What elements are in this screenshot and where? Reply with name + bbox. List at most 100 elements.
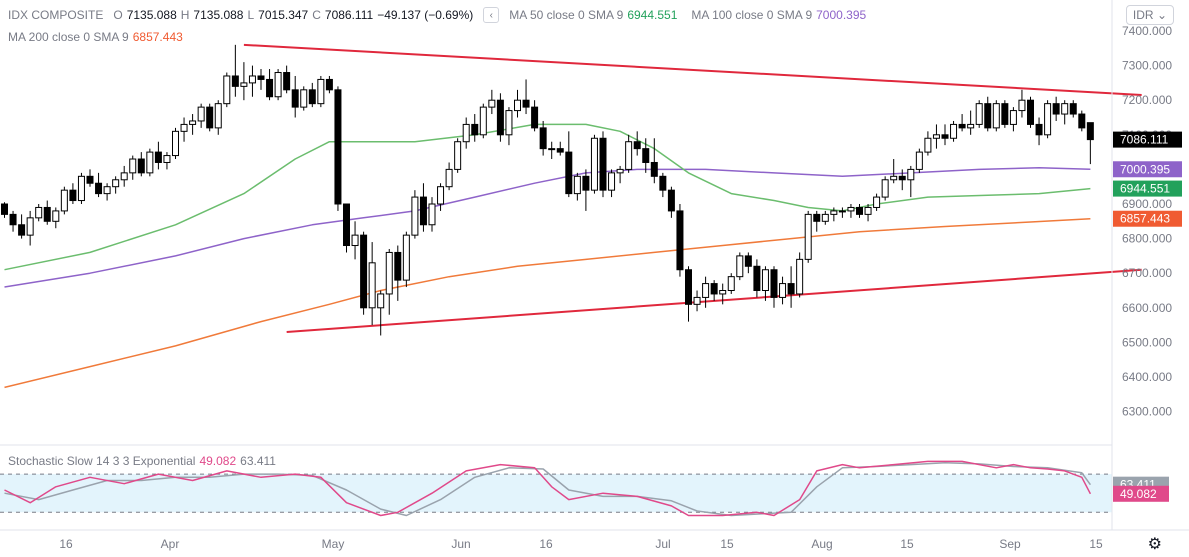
stoch-d-line: [4, 461, 1092, 517]
candle-body: [616, 168, 624, 174]
candle: [129, 155, 137, 180]
candle-body: [556, 148, 564, 153]
candle: [1018, 89, 1026, 118]
candle-body: [163, 155, 171, 163]
candle-body: [137, 158, 145, 174]
stoch-k-line: [4, 460, 1092, 517]
candle: [642, 138, 650, 173]
candle: [505, 107, 513, 146]
candle: [26, 210, 34, 246]
candle-body: [1, 203, 8, 215]
candle: [992, 100, 1000, 132]
candle: [77, 172, 85, 204]
candle: [864, 204, 872, 222]
y-tick-label: 7200.000: [1122, 93, 1172, 107]
upper-trendline: [243, 43, 1142, 97]
candle-body: [266, 78, 274, 98]
candle: [685, 266, 692, 322]
candle-body: [172, 130, 179, 157]
candle-body: [411, 196, 419, 236]
candle-body: [958, 123, 966, 129]
candle: [385, 248, 393, 315]
candle-body: [1001, 103, 1009, 125]
candle: [137, 152, 145, 177]
candle-body: [573, 175, 581, 195]
candle: [531, 100, 539, 132]
candle: [941, 124, 949, 146]
candle: [43, 200, 51, 225]
candle: [394, 245, 402, 301]
candle: [838, 207, 846, 218]
open-value: 7135.088: [126, 8, 177, 22]
candle-body: [565, 151, 573, 195]
candle-body: [377, 293, 385, 309]
candle-body: [291, 89, 299, 108]
candle-body: [821, 213, 829, 222]
candle-body: [26, 217, 34, 236]
candle-body: [43, 206, 51, 222]
candle-body: [539, 127, 547, 150]
y-tick-label: 6300.000: [1122, 405, 1172, 419]
stoch-label[interactable]: Stochastic Slow 14 3 3 Exponential: [8, 454, 196, 468]
candle: [608, 169, 616, 198]
candle: [847, 204, 855, 218]
y-tick-label: 6600.000: [1122, 301, 1172, 315]
candle-body: [727, 276, 735, 292]
ma50-label[interactable]: MA 50 close 0 SMA 9: [509, 8, 624, 22]
candle-body: [941, 134, 949, 139]
currency-selector[interactable]: IDR ⌄: [1125, 5, 1174, 25]
candle: [479, 103, 487, 139]
candle-body: [257, 75, 265, 80]
candle: [1052, 96, 1060, 121]
candle-body: [856, 206, 863, 215]
ma50-line: [4, 123, 1091, 271]
candle: [787, 266, 795, 308]
ma200-legend: MA 200 close 0 SMA 9 6857.443: [8, 30, 183, 44]
candle-body: [428, 203, 436, 226]
candle: [1009, 107, 1017, 132]
candle-body: [1078, 113, 1086, 129]
last-price-text: 7086.111: [1120, 133, 1169, 147]
candle-body: [231, 75, 239, 87]
candle: [437, 183, 445, 211]
candle-body: [873, 196, 881, 208]
ma200-label[interactable]: MA 200 close 0 SMA 9: [8, 30, 129, 44]
candle: [308, 82, 316, 108]
symbol-title[interactable]: IDX COMPOSITE: [8, 8, 104, 22]
candle: [821, 210, 829, 225]
candle-body: [95, 182, 103, 195]
candle-body: [197, 106, 205, 122]
candle: [496, 93, 504, 142]
candle: [112, 176, 120, 194]
candle-body: [667, 189, 675, 212]
candle: [351, 221, 359, 260]
y-tick-label: 7300.000: [1122, 59, 1172, 73]
candle: [779, 276, 787, 305]
candle-body: [1061, 103, 1069, 115]
candle: [206, 103, 214, 132]
y-tick-label: 6700.000: [1122, 266, 1172, 280]
candle: [214, 100, 222, 135]
candle-body: [787, 283, 795, 295]
candle: [565, 131, 573, 198]
candle-body: [69, 189, 77, 202]
gear-icon[interactable]: ⚙: [1147, 536, 1162, 553]
candle-body: [779, 283, 787, 298]
candle-body: [479, 106, 487, 136]
candle: [770, 266, 778, 308]
candle-body: [112, 179, 120, 188]
collapse-legend-icon[interactable]: ‹: [483, 7, 500, 23]
ma100-label[interactable]: MA 100 close 0 SMA 9: [691, 8, 813, 22]
ma100-price-text: 7000.395: [1120, 162, 1170, 176]
x-tick-label: 16: [59, 537, 73, 551]
candle: [958, 114, 966, 132]
candle: [1061, 100, 1069, 125]
candle: [172, 127, 179, 160]
candle-body: [531, 106, 539, 129]
candle-body: [548, 148, 556, 151]
candle-body: [702, 283, 710, 298]
candle-body: [710, 283, 718, 295]
candle-body: [360, 234, 368, 309]
change-value: −49.137 (−0.69%): [377, 8, 474, 22]
